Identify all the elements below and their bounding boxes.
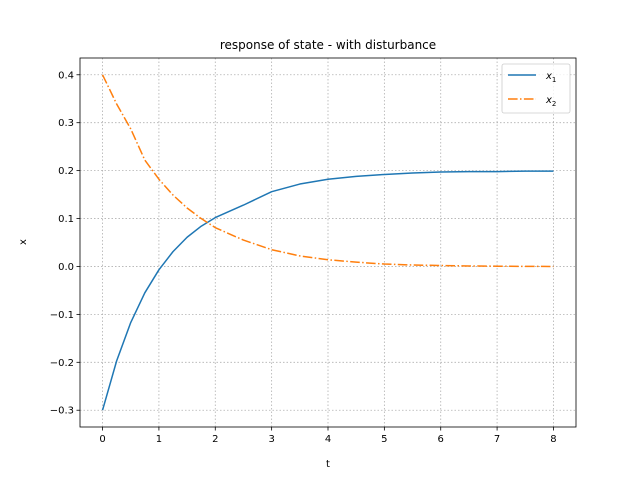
y-axis-label: x: [18, 239, 29, 245]
x-tick-label: 7: [494, 434, 500, 445]
legend-label-x2-name: x: [545, 95, 552, 106]
legend-box: [501, 63, 571, 114]
y-tick-label: −0.2: [50, 358, 74, 369]
x-axis-label: t: [326, 459, 330, 470]
y-tick-label: 0.4: [58, 70, 74, 81]
y-tick-label: 0.1: [58, 214, 74, 225]
x-tick-label: 3: [268, 434, 274, 445]
y-tick-label: 0.3: [58, 118, 74, 129]
x-tick-label: 2: [212, 434, 218, 445]
legend-label-x1-name: x: [545, 71, 552, 82]
series-line-x2: [101, 74, 554, 268]
chart-title: response of state - with disturbance: [220, 38, 436, 52]
x-tick-label: 6: [438, 434, 444, 445]
legend-label-x2-subscript: 2: [552, 100, 556, 108]
x-tick-label: 4: [325, 434, 331, 445]
x-tick-label: 1: [156, 434, 162, 445]
plot-lines: [101, 74, 554, 411]
legend-label-x2: x2: [545, 95, 556, 108]
x-tick-label: 5: [381, 434, 387, 445]
legend-label-x1-subscript: 1: [552, 76, 556, 84]
y-tick-label: −0.3: [50, 406, 74, 417]
legend-label-x1: x1: [545, 71, 556, 84]
y-tick-label: −0.1: [50, 310, 74, 321]
legend: x1 x2: [501, 63, 571, 114]
x-tick-label: 8: [550, 434, 556, 445]
y-tick-label: 0.0: [58, 262, 74, 273]
series-line-x1: [101, 170, 554, 411]
y-tick-label: 0.2: [58, 166, 74, 177]
x-tick-label: 0: [99, 434, 105, 445]
axis-ticks: 0 1 2 3 4 5 6 7 8 −0.3 −0.2 −0.1 0.0 0.1 0.2 0.3 0.4: [50, 70, 557, 445]
